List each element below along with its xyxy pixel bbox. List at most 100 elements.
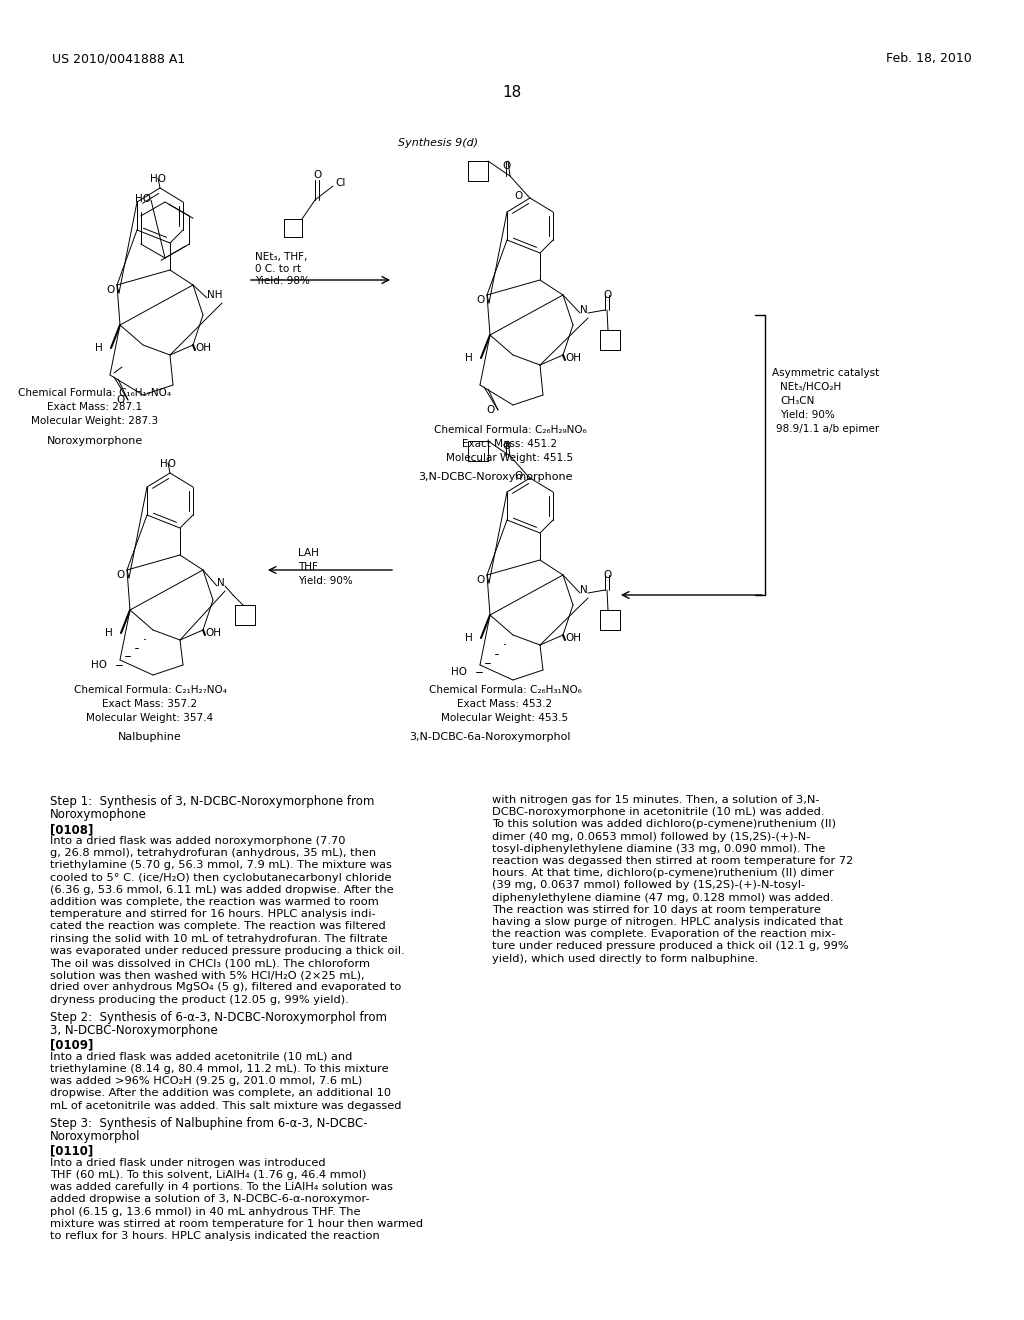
Text: 3,N-DCBC-6a-Noroxymorphol: 3,N-DCBC-6a-Noroxymorphol: [410, 733, 570, 742]
Text: Noroxymophone: Noroxymophone: [50, 808, 146, 821]
Text: [0110]: [0110]: [50, 1144, 93, 1158]
Text: 3, N-DCBC-Noroxymorphone: 3, N-DCBC-Noroxymorphone: [50, 1024, 218, 1036]
Text: Molecular Weight: 357.4: Molecular Weight: 357.4: [86, 713, 214, 723]
Text: Chemical Formula: C₂₆H₂₉NO₆: Chemical Formula: C₂₆H₂₉NO₆: [433, 425, 587, 436]
Text: The oil was dissolved in CHCl₃ (100 mL). The chloroform: The oil was dissolved in CHCl₃ (100 mL).…: [50, 958, 370, 968]
Text: (6.36 g, 53.6 mmol, 6.11 mL) was added dropwise. After the: (6.36 g, 53.6 mmol, 6.11 mL) was added d…: [50, 884, 393, 895]
Text: Molecular Weight: 451.5: Molecular Weight: 451.5: [446, 453, 573, 463]
Text: O: O: [603, 570, 611, 579]
Text: Into a dried flask under nitrogen was introduced: Into a dried flask under nitrogen was in…: [50, 1158, 326, 1168]
Text: cated the reaction was complete. The reaction was filtered: cated the reaction was complete. The rea…: [50, 921, 386, 932]
Text: NEt₃, THF,: NEt₃, THF,: [255, 252, 307, 261]
Text: H: H: [465, 634, 473, 643]
Text: Step 3:  Synthesis of Nalbuphine from 6-α-3, N-DCBC-: Step 3: Synthesis of Nalbuphine from 6-α…: [50, 1117, 368, 1130]
Text: [0108]: [0108]: [50, 822, 93, 836]
Text: 98.9/1.1 a/b epimer: 98.9/1.1 a/b epimer: [776, 424, 880, 434]
Text: Chemical Formula: C₂₆H₃₁NO₆: Chemical Formula: C₂₆H₃₁NO₆: [429, 685, 582, 696]
Text: N: N: [217, 578, 224, 587]
Text: dropwise. After the addition was complete, an additional 10: dropwise. After the addition was complet…: [50, 1089, 391, 1098]
Text: addition was complete, the reaction was warmed to room: addition was complete, the reaction was …: [50, 898, 379, 907]
Text: tosyl-diphenylethylene diamine (33 mg, 0.090 mmol). The: tosyl-diphenylethylene diamine (33 mg, 0…: [492, 843, 825, 854]
Text: O: O: [116, 395, 124, 405]
Text: was evaporated under reduced pressure producing a thick oil.: was evaporated under reduced pressure pr…: [50, 946, 404, 956]
Text: (39 mg, 0.0637 mmol) followed by (1S,2S)-(+)-N-tosyl-: (39 mg, 0.0637 mmol) followed by (1S,2S)…: [492, 880, 805, 891]
Text: phol (6.15 g, 13.6 mmol) in 40 mL anhydrous THF. The: phol (6.15 g, 13.6 mmol) in 40 mL anhydr…: [50, 1206, 360, 1217]
Text: g, 26.8 mmol), tetrahydrofuran (anhydrous, 35 mL), then: g, 26.8 mmol), tetrahydrofuran (anhydrou…: [50, 849, 376, 858]
Text: O: O: [476, 294, 484, 305]
Text: ture under reduced pressure produced a thick oil (12.1 g, 99%: ture under reduced pressure produced a t…: [492, 941, 849, 952]
Text: Nalbuphine: Nalbuphine: [118, 733, 182, 742]
Text: 18: 18: [503, 84, 521, 100]
Text: 3,N-DCBC-Noroxymorphone: 3,N-DCBC-Noroxymorphone: [418, 473, 572, 482]
Text: H: H: [465, 352, 473, 363]
Text: N: N: [580, 305, 588, 315]
Text: NEt₃/HCO₂H: NEt₃/HCO₂H: [780, 381, 842, 392]
Text: cooled to 5° C. (ice/H₂O) then cyclobutanecarbonyl chloride: cooled to 5° C. (ice/H₂O) then cyclobuta…: [50, 873, 391, 883]
Text: O: O: [502, 441, 510, 451]
Text: Step 1:  Synthesis of 3, N-DCBC-Noroxymorphone from: Step 1: Synthesis of 3, N-DCBC-Noroxymor…: [50, 795, 375, 808]
Text: triethylamine (8.14 g, 80.4 mmol, 11.2 mL). To this mixture: triethylamine (8.14 g, 80.4 mmol, 11.2 m…: [50, 1064, 389, 1074]
Text: HO: HO: [451, 667, 467, 677]
Text: THF: THF: [298, 562, 317, 572]
Text: dimer (40 mg, 0.0653 mmol) followed by (1S,2S)-(+)-N-: dimer (40 mg, 0.0653 mmol) followed by (…: [492, 832, 810, 842]
Text: Chemical Formula: C₂₁H₂₇NO₄: Chemical Formula: C₂₁H₂₇NO₄: [74, 685, 226, 696]
Text: N: N: [580, 585, 588, 595]
Text: OH: OH: [565, 634, 581, 643]
Text: HO: HO: [150, 174, 166, 183]
Text: LAH: LAH: [298, 548, 318, 558]
Text: [0109]: [0109]: [50, 1039, 93, 1052]
Text: rinsing the solid with 10 mL of tetrahydrofuran. The filtrate: rinsing the solid with 10 mL of tetrahyd…: [50, 933, 388, 944]
Text: reaction was degassed then stirred at room temperature for 72: reaction was degassed then stirred at ro…: [492, 855, 853, 866]
Text: O: O: [486, 405, 495, 414]
Text: diphenylethylene diamine (47 mg, 0.128 mmol) was added.: diphenylethylene diamine (47 mg, 0.128 m…: [492, 892, 834, 903]
Text: Cl: Cl: [335, 178, 345, 187]
Text: Exact Mass: 357.2: Exact Mass: 357.2: [102, 700, 198, 709]
Text: O: O: [106, 285, 115, 294]
Text: triethylamine (5.70 g, 56.3 mmol, 7.9 mL). The mixture was: triethylamine (5.70 g, 56.3 mmol, 7.9 mL…: [50, 861, 392, 870]
Text: 0 C. to rt: 0 C. to rt: [255, 264, 301, 275]
Text: HO: HO: [135, 194, 151, 205]
Text: was added carefully in 4 portions. To the LiAlH₄ solution was: was added carefully in 4 portions. To th…: [50, 1183, 393, 1192]
Text: DCBC-noroxymorphone in acetonitrile (10 mL) was added.: DCBC-noroxymorphone in acetonitrile (10 …: [492, 808, 824, 817]
Text: Noroxymorphone: Noroxymorphone: [47, 436, 143, 446]
Text: CH₃CN: CH₃CN: [780, 396, 814, 407]
Text: O: O: [116, 570, 124, 579]
Text: US 2010/0041888 A1: US 2010/0041888 A1: [52, 51, 185, 65]
Text: dried over anhydrous MgSO₄ (5 g), filtered and evaporated to: dried over anhydrous MgSO₄ (5 g), filter…: [50, 982, 401, 993]
Text: with nitrogen gas for 15 minutes. Then, a solution of 3,N-: with nitrogen gas for 15 minutes. Then, …: [492, 795, 819, 805]
Text: Molecular Weight: 453.5: Molecular Weight: 453.5: [441, 713, 568, 723]
Text: the reaction was complete. Evaporation of the reaction mix-: the reaction was complete. Evaporation o…: [492, 929, 836, 940]
Text: added dropwise a solution of 3, N-DCBC-6-α-noroxymor-: added dropwise a solution of 3, N-DCBC-6…: [50, 1195, 370, 1204]
Text: dryness producing the product (12.05 g, 99% yield).: dryness producing the product (12.05 g, …: [50, 994, 349, 1005]
Text: Synthesis 9(d): Synthesis 9(d): [398, 139, 478, 148]
Text: H: H: [105, 628, 113, 638]
Text: O: O: [502, 161, 510, 172]
Text: HO: HO: [91, 660, 106, 671]
Text: Into a dried flask was added noroxymorphone (7.70: Into a dried flask was added noroxymorph…: [50, 836, 345, 846]
Text: temperature and stirred for 16 hours. HPLC analysis indi-: temperature and stirred for 16 hours. HP…: [50, 909, 376, 919]
Text: The reaction was stirred for 10 days at room temperature: The reaction was stirred for 10 days at …: [492, 904, 821, 915]
Text: OH: OH: [205, 628, 221, 638]
Text: O: O: [476, 576, 484, 585]
Text: O: O: [514, 471, 522, 480]
Text: NH: NH: [207, 290, 222, 300]
Text: yield), which used directly to form nalbuphine.: yield), which used directly to form nalb…: [492, 953, 758, 964]
Text: OH: OH: [195, 343, 211, 352]
Text: mixture was stirred at room temperature for 1 hour then warmed: mixture was stirred at room temperature …: [50, 1218, 423, 1229]
Text: Yield: 90%: Yield: 90%: [298, 576, 352, 586]
Text: Yield: 90%: Yield: 90%: [780, 411, 835, 420]
Text: O: O: [313, 170, 322, 180]
Text: O: O: [514, 191, 522, 201]
Text: Exact Mass: 287.1: Exact Mass: 287.1: [47, 403, 142, 412]
Text: OH: OH: [565, 352, 581, 363]
Text: having a slow purge of nitrogen. HPLC analysis indicated that: having a slow purge of nitrogen. HPLC an…: [492, 917, 843, 927]
Text: Step 2:  Synthesis of 6-α-3, N-DCBC-Noroxymorphol from: Step 2: Synthesis of 6-α-3, N-DCBC-Norox…: [50, 1011, 387, 1024]
Text: To this solution was added dichloro(p-cymene)ruthenium (II): To this solution was added dichloro(p-cy…: [492, 820, 836, 829]
Text: THF (60 mL). To this solvent, LiAlH₄ (1.76 g, 46.4 mmol): THF (60 mL). To this solvent, LiAlH₄ (1.…: [50, 1170, 367, 1180]
Text: Yield: 98%: Yield: 98%: [255, 276, 310, 286]
Text: H: H: [95, 343, 102, 352]
Text: Noroxymorphol: Noroxymorphol: [50, 1130, 140, 1143]
Text: HO: HO: [160, 459, 176, 469]
Text: hours. At that time, dichloro(p-cymene)ruthenium (II) dimer: hours. At that time, dichloro(p-cymene)r…: [492, 869, 834, 878]
Text: Exact Mass: 453.2: Exact Mass: 453.2: [458, 700, 553, 709]
